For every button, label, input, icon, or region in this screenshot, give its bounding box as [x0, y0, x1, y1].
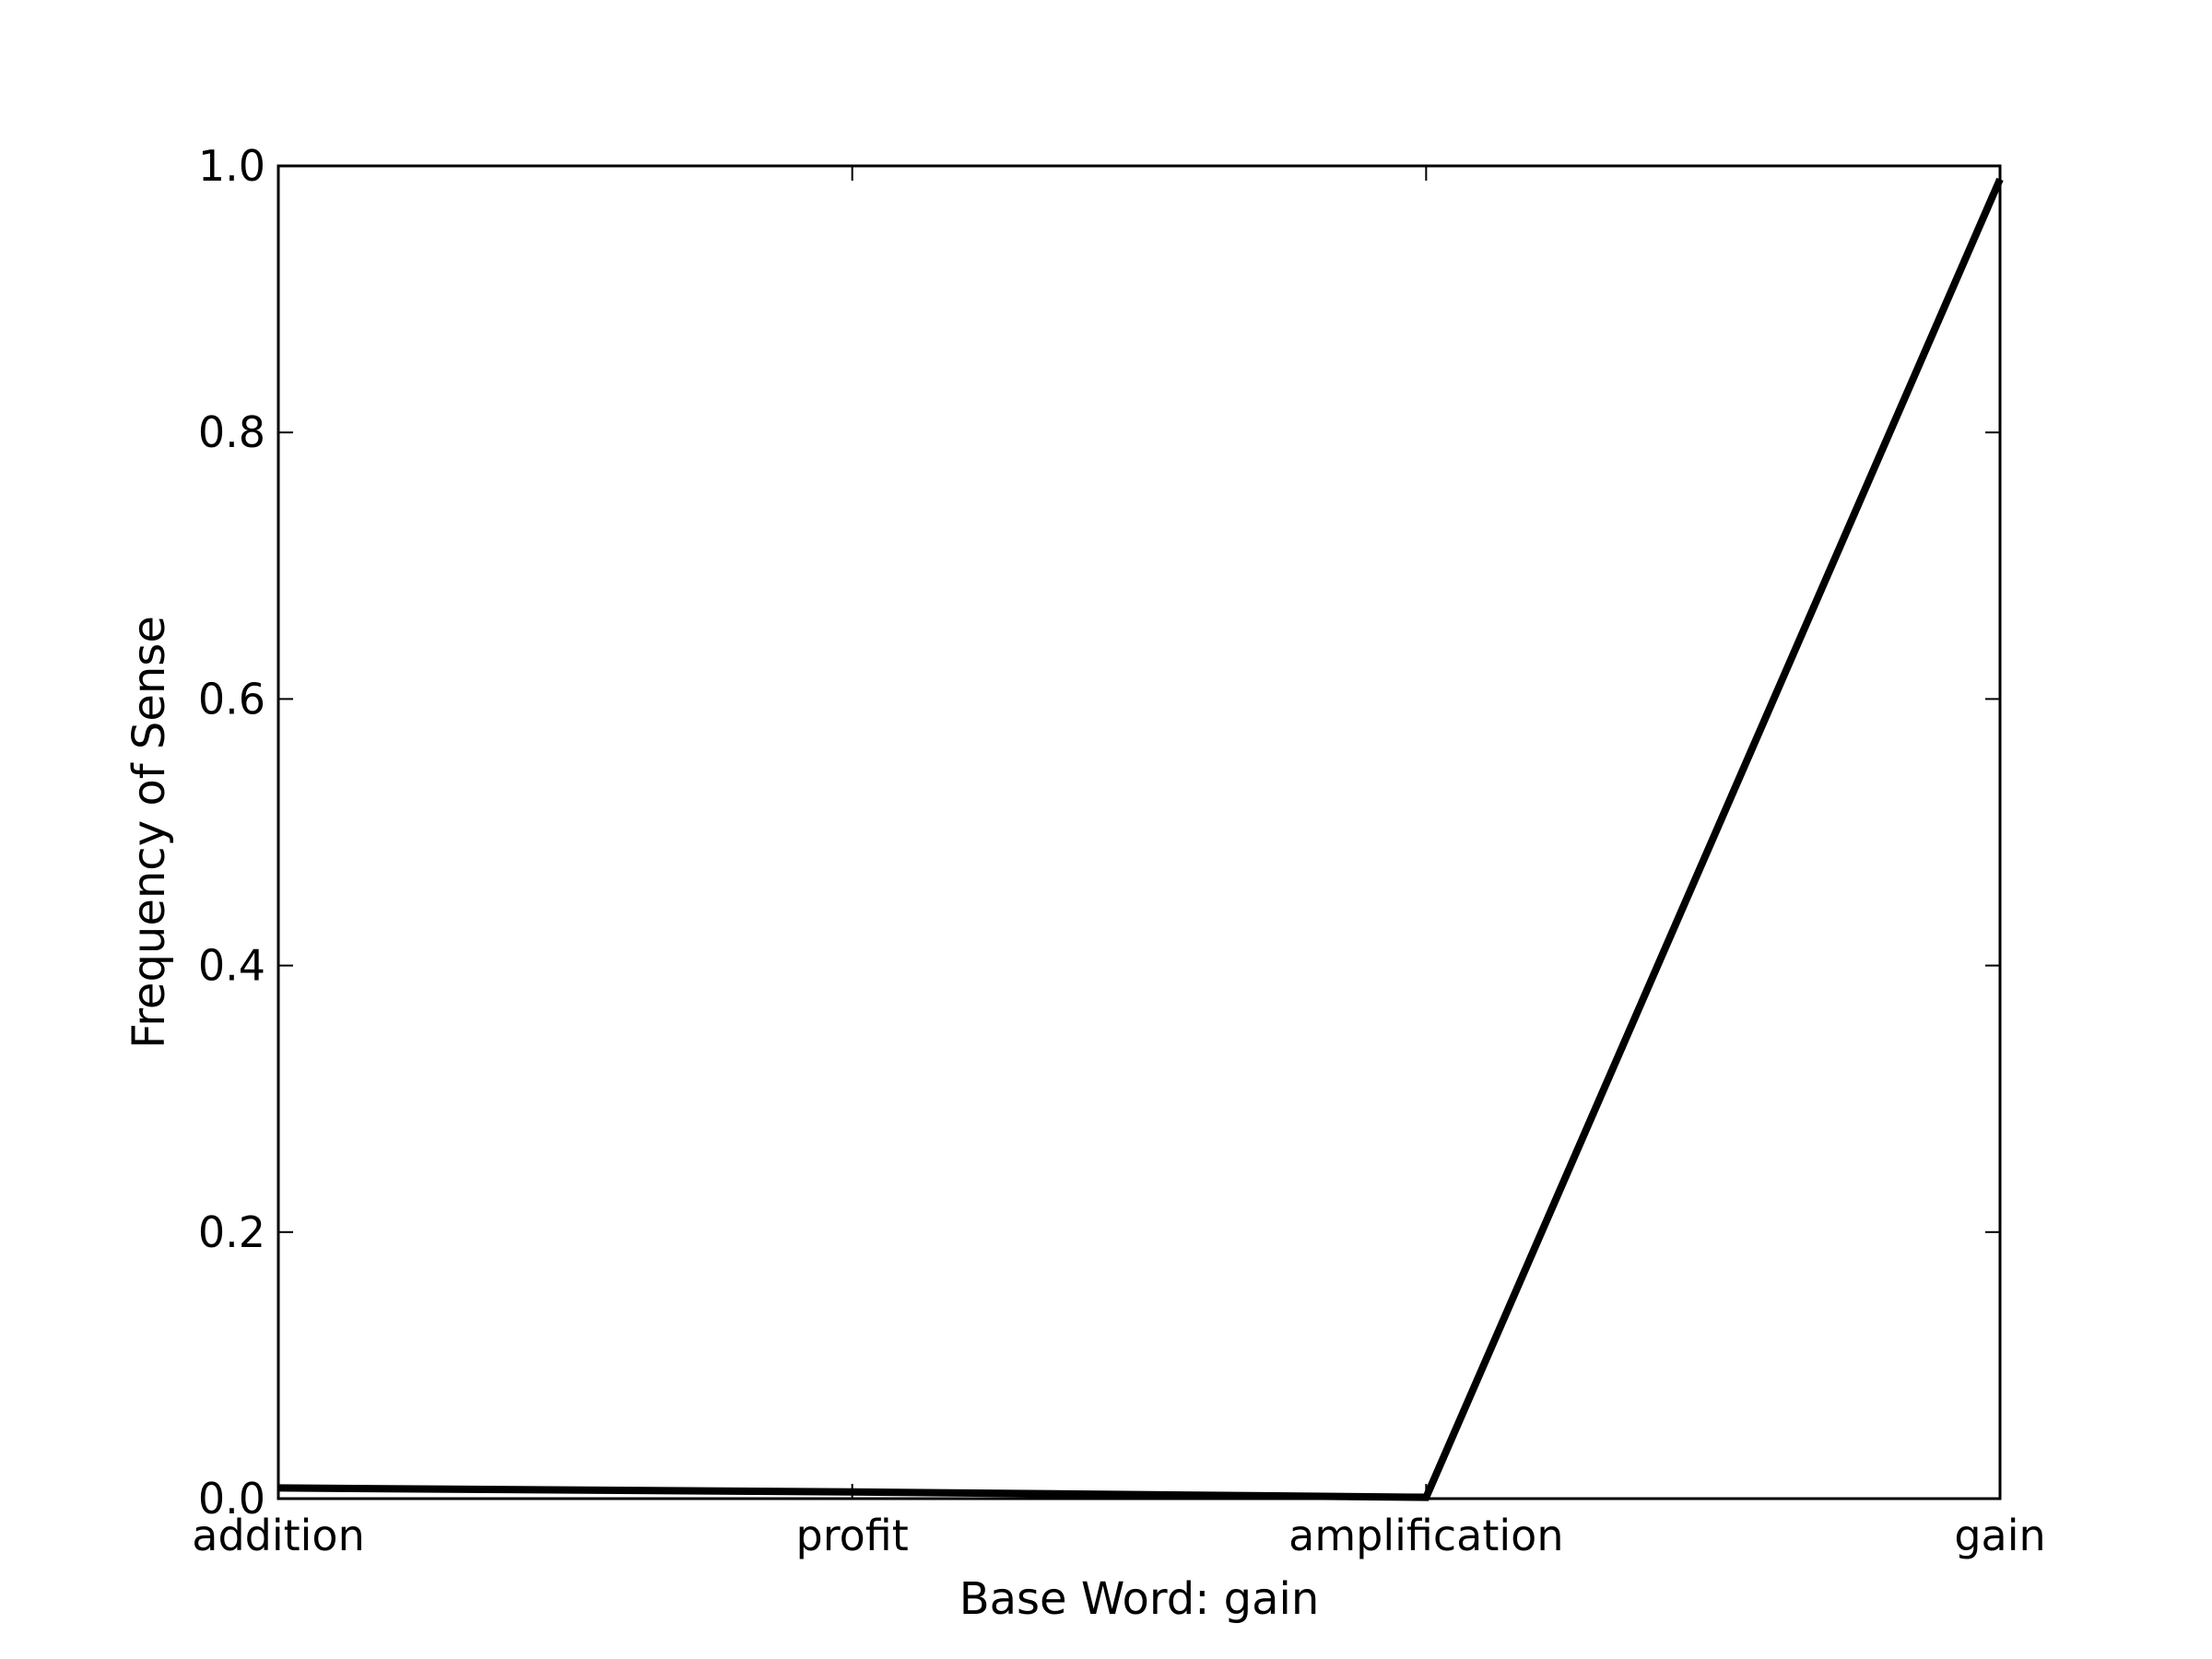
y-tick-label: 1.0 [198, 141, 265, 191]
y-tick-label: 0.0 [198, 1474, 265, 1524]
y-tick-label: 0.6 [198, 674, 265, 724]
series-line [277, 177, 2004, 1501]
labels-layer: 0.0 0.2 0.4 0.6 0.8 1.0 addition profit amplific… [192, 141, 2045, 1560]
x-tick-label: addition [192, 1511, 364, 1560]
x-tick-label: profit [796, 1511, 909, 1560]
x-tick-label: amplification [1288, 1511, 1563, 1560]
y-tick-label: 0.2 [198, 1207, 265, 1257]
y-tick-label: 0.8 [198, 407, 265, 457]
series-layer [277, 177, 2004, 1501]
plot-frame [276, 164, 2002, 1500]
x-tick-label: gain [1954, 1511, 2045, 1560]
y-tick-label: 0.4 [198, 941, 265, 991]
y-axis-label: Frequency of Sense [124, 616, 175, 1049]
ticks-layer [277, 165, 2001, 1500]
x-axis-label: Base Word: gain [959, 1573, 1320, 1625]
